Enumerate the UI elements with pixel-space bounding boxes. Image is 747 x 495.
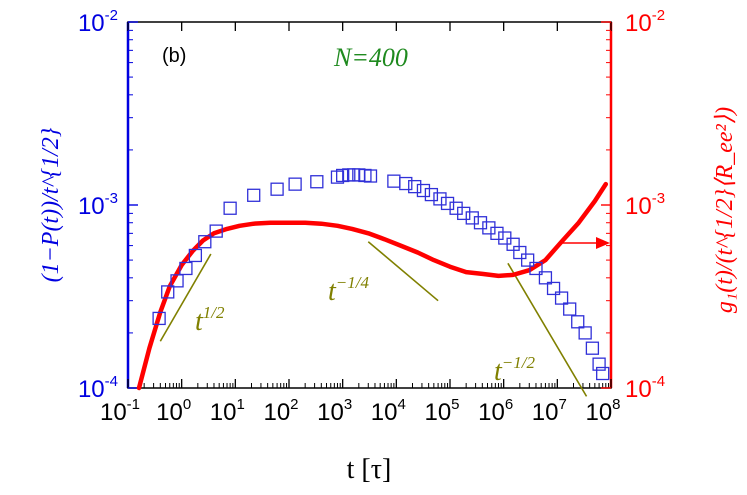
data-point <box>152 311 166 326</box>
marker-layer <box>152 168 610 381</box>
panel-label: (b) <box>162 45 186 67</box>
y-left-tick-label: 10-2 <box>78 7 118 37</box>
data-point <box>179 261 193 276</box>
data-point <box>449 201 463 215</box>
n-annotation: N=400 <box>333 43 408 72</box>
y-left-axis-title: (1−P(t))/t^{1/2} <box>38 127 64 282</box>
y-right-tick-label: 10-2 <box>625 7 665 37</box>
data-point <box>188 248 203 263</box>
data-point <box>433 192 447 206</box>
data-point <box>592 357 606 371</box>
slope-label-half: t1/2 <box>195 303 225 337</box>
x-ticks: 10-1 100 101 102 103 104 105 106 107 108 <box>100 22 621 426</box>
data-point <box>473 216 488 230</box>
right-axis-arrow <box>560 237 610 249</box>
data-point <box>457 206 471 221</box>
slope-guide-line <box>507 262 588 397</box>
data-point <box>198 235 212 249</box>
data-point <box>578 326 592 340</box>
y-right-tick-label: 10-4 <box>625 373 665 403</box>
data-point <box>247 188 261 202</box>
x-tick-label: 103 <box>317 396 352 426</box>
x-tick-label: 108 <box>585 396 620 426</box>
x-tick-label: 100 <box>156 396 191 426</box>
slope-label-quarter: t−1/4 <box>328 273 369 307</box>
data-point <box>416 183 431 198</box>
y-left-tick-label: 10-3 <box>78 190 118 220</box>
data-point <box>209 224 223 238</box>
y-right-ticks: 10-4 10-3 10-2 <box>601 7 665 403</box>
data-point <box>387 174 401 188</box>
data-point <box>170 274 184 288</box>
data-point <box>408 179 422 194</box>
y-left-ticks: 10-4 10-3 10-2 <box>78 7 138 403</box>
data-point <box>161 285 175 299</box>
data-point <box>288 177 302 191</box>
data-point <box>424 187 439 202</box>
x-axis-title: t [τ] <box>347 454 392 485</box>
y-left-tick-label: 10-4 <box>78 373 118 403</box>
data-point <box>538 271 553 285</box>
data-point <box>310 175 324 189</box>
data-point <box>563 302 577 316</box>
curve-layer <box>136 181 609 391</box>
data-point <box>346 168 361 182</box>
data-point <box>546 281 561 296</box>
data-point <box>270 182 284 196</box>
data-point <box>490 226 504 240</box>
slope-guides <box>159 241 588 397</box>
data-point <box>585 341 600 355</box>
y-right-tick-label: 10-3 <box>625 190 665 220</box>
data-point <box>506 237 520 251</box>
slope-label-neg-half: t−1/2 <box>494 353 535 387</box>
x-tick-label: 106 <box>478 396 513 426</box>
slope-guide-line <box>159 253 212 342</box>
data-point <box>596 366 610 381</box>
x-tick-label: 105 <box>424 396 459 426</box>
data-point <box>363 169 378 183</box>
x-tick-label: 101 <box>210 396 245 426</box>
data-point <box>223 201 237 215</box>
x-tick-label: 10-1 <box>100 396 140 426</box>
data-point <box>513 245 527 260</box>
data-point <box>554 291 569 305</box>
slope-guide-line <box>367 241 439 302</box>
data-point <box>399 176 413 191</box>
g1-curve <box>136 181 609 391</box>
data-point <box>465 211 479 225</box>
y-right-axis-title: g₁(t)/(t^{1/2}⟨R_ee²⟩) <box>712 107 738 313</box>
data-point <box>571 315 585 329</box>
data-point <box>521 253 535 267</box>
x-tick-label: 107 <box>532 396 567 426</box>
data-point <box>440 196 455 211</box>
data-point <box>529 261 543 276</box>
x-tick-label: 102 <box>263 396 298 426</box>
data-point <box>330 170 345 184</box>
x-tick-label: 104 <box>371 396 406 426</box>
